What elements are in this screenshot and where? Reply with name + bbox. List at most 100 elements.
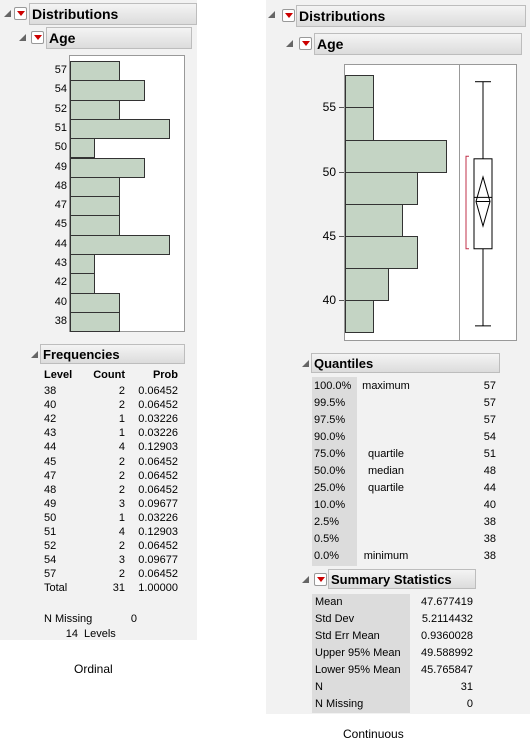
freq-count-cell: 3	[118, 554, 125, 567]
shortest-half-bracket	[465, 155, 469, 250]
quantile-label-cell: median	[367, 465, 405, 477]
quantile-percent-cell: 100.0%	[314, 380, 352, 392]
freq-prob-cell: 0.06452	[138, 469, 178, 482]
quantile-value-cell: 57	[483, 414, 496, 426]
y-axis-tick	[339, 107, 344, 109]
frequencies-header[interactable]: Frequencies	[40, 344, 185, 364]
histogram-bar[interactable]	[345, 203, 404, 237]
quantile-percent-cell: 75.0%	[314, 448, 346, 460]
freq-prob-cell: 0.12903	[138, 441, 178, 454]
disclosure-triangle-icon[interactable]	[286, 40, 293, 47]
quantile-label-cell: minimum	[363, 550, 409, 562]
disclosure-triangle-icon[interactable]	[302, 360, 309, 367]
quantile-percent-cell: 2.5%	[314, 516, 340, 528]
freq-prob-cell: 0.03226	[138, 511, 178, 524]
quantile-percent-cell: 99.5%	[314, 397, 346, 409]
histogram-bar[interactable]	[70, 118, 170, 140]
freq-count-cell: 2	[118, 469, 125, 482]
summary-label-cell: Lower 95% Mean	[315, 664, 401, 676]
freq-prob-cell: 0.06452	[138, 455, 178, 468]
histogram-bar[interactable]	[70, 196, 120, 217]
red-triangle-menu-icon[interactable]	[299, 37, 312, 50]
freq-prob-cell: 0.06452	[138, 568, 178, 581]
histogram-bar[interactable]	[70, 311, 120, 333]
freq-count-cell: 1	[118, 511, 125, 524]
histogram-level-label: 54	[54, 83, 67, 96]
disclosure-triangle-icon[interactable]	[302, 576, 309, 583]
histogram-bar[interactable]	[70, 176, 120, 198]
quantile-value-cell: 38	[483, 516, 496, 528]
y-axis-tick-label: 40	[322, 293, 336, 308]
distributions-title: Distributions	[32, 6, 119, 22]
freq-prob-cell: 0.03226	[138, 413, 178, 426]
quantile-value-cell: 38	[483, 550, 496, 562]
histogram-level-label: 47	[54, 199, 67, 212]
disclosure-triangle-icon[interactable]	[19, 34, 26, 41]
histogram-bar[interactable]	[70, 99, 120, 120]
quantile-percent-cell: 10.0%	[314, 499, 346, 511]
mean-diamond	[475, 175, 491, 228]
levels-count: 14	[65, 628, 78, 640]
histogram-bar[interactable]	[345, 171, 418, 205]
disclosure-triangle-icon[interactable]	[4, 10, 11, 17]
distributions-header[interactable]: Distributions	[29, 3, 197, 25]
histogram-bar[interactable]	[70, 138, 95, 159]
red-triangle-menu-icon[interactable]	[14, 7, 27, 20]
quantile-value-cell: 57	[483, 380, 496, 392]
age-header[interactable]: Age	[46, 27, 192, 49]
disclosure-triangle-icon[interactable]	[268, 11, 275, 18]
freq-count-cell: 3	[118, 497, 125, 510]
summary-value-cell: 47.677419	[421, 596, 473, 608]
quantiles-header[interactable]: Quantiles	[311, 353, 500, 373]
summary-label-cell: N	[315, 681, 323, 693]
histogram-bar[interactable]	[345, 75, 375, 109]
histogram-bar[interactable]	[345, 268, 389, 302]
histogram-bar[interactable]	[70, 157, 145, 178]
histogram-level-label: 52	[54, 102, 67, 115]
continuous-caption: Continuous	[343, 727, 404, 741]
freq-prob-cell: 0.06452	[138, 385, 178, 397]
freq-level-cell: 49	[44, 497, 57, 510]
summary-label-cell: N Missing	[315, 698, 364, 710]
quantile-percent-cell: 0.0%	[314, 550, 340, 562]
summary-value-cell: 49.588992	[421, 647, 473, 659]
freq-prob-cell: 0.12903	[138, 526, 178, 538]
freq-level-cell: 44	[44, 441, 57, 454]
histogram-bar[interactable]	[345, 139, 448, 173]
age-title: Age	[49, 30, 76, 46]
histogram-bar[interactable]	[70, 80, 145, 101]
histogram-bar[interactable]	[345, 235, 418, 270]
histogram-bar[interactable]	[70, 234, 170, 255]
histogram-bar[interactable]	[70, 61, 120, 82]
freq-count-cell: 31	[112, 582, 125, 595]
quantile-percent-cell: 50.0%	[314, 465, 346, 477]
disclosure-triangle-icon[interactable]	[31, 351, 38, 358]
age-title: Age	[317, 36, 344, 52]
freq-prob-cell: 0.09677	[138, 554, 178, 567]
distributions-header[interactable]: Distributions	[296, 5, 526, 27]
freq-header-count: Count	[93, 369, 125, 381]
freq-level-cell: 47	[44, 469, 57, 482]
histogram-bar[interactable]	[345, 300, 375, 334]
histogram-bar[interactable]	[345, 107, 375, 141]
histogram-bar[interactable]	[70, 215, 120, 236]
histogram-bar[interactable]	[70, 273, 95, 294]
n-missing-label: N Missing	[44, 613, 93, 625]
quantile-percent-cell: 90.0%	[314, 431, 346, 443]
histogram-bar[interactable]	[70, 292, 120, 313]
histogram-level-label: 45	[54, 218, 67, 231]
red-triangle-menu-icon[interactable]	[314, 573, 327, 586]
age-header[interactable]: Age	[314, 33, 522, 55]
summary-statistics-header[interactable]: Summary Statistics	[328, 569, 476, 589]
freq-count-cell: 2	[118, 385, 125, 397]
histogram-level-label: 42	[54, 276, 67, 289]
summary-label-cell: Mean	[315, 596, 343, 608]
summary-label-column	[312, 594, 410, 713]
freq-prob-cell: 0.09677	[138, 497, 178, 510]
frequencies-title: Frequencies	[43, 346, 120, 362]
quantile-label-cell: quartile	[367, 482, 405, 494]
red-triangle-menu-icon[interactable]	[282, 9, 295, 22]
histogram-bar[interactable]	[70, 254, 95, 275]
freq-count-cell: 4	[118, 441, 125, 454]
red-triangle-menu-icon[interactable]	[31, 31, 44, 44]
